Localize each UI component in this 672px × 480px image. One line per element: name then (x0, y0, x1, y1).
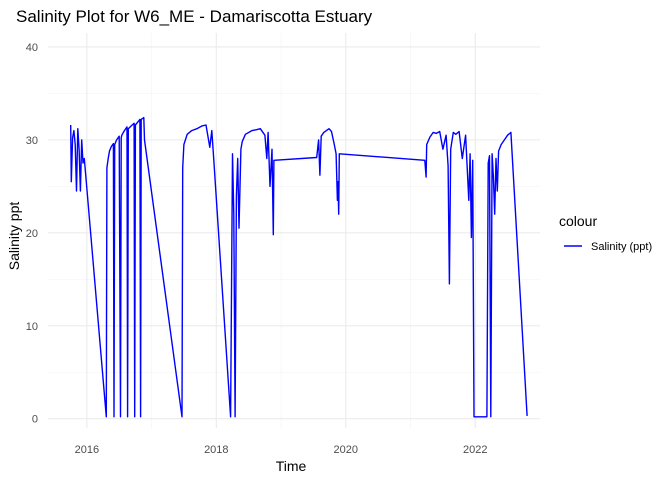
y-tick-label-20: 20 (26, 228, 38, 240)
legend-label-salinity: Salinity (ppt) (591, 241, 652, 253)
chart-title: Salinity Plot for W6_ME - Damariscotta E… (16, 7, 373, 26)
grid (48, 33, 540, 428)
x-tick-label-2018: 2018 (204, 444, 228, 456)
y-axis-title: Salinity ppt (6, 202, 22, 271)
y-tick-label-30: 30 (26, 135, 38, 147)
y-tick-label-10: 10 (26, 321, 38, 333)
x-tick-label-2020: 2020 (334, 444, 358, 456)
x-tick-label-2016: 2016 (75, 444, 99, 456)
series-layer (70, 116, 528, 418)
y-axis-ticks: 0 10 20 30 40 (26, 42, 38, 426)
y-tick-label-40: 40 (26, 42, 38, 54)
y-tick-label-0: 0 (32, 414, 38, 426)
legend-title: colour (559, 213, 597, 229)
x-axis-title: Time (276, 458, 307, 474)
x-axis-ticks: 2016 2018 2020 2022 (75, 444, 488, 456)
x-tick-label-2022: 2022 (463, 444, 487, 456)
series-line-0 (70, 116, 528, 418)
legend: colour Salinity (ppt) (559, 213, 652, 253)
